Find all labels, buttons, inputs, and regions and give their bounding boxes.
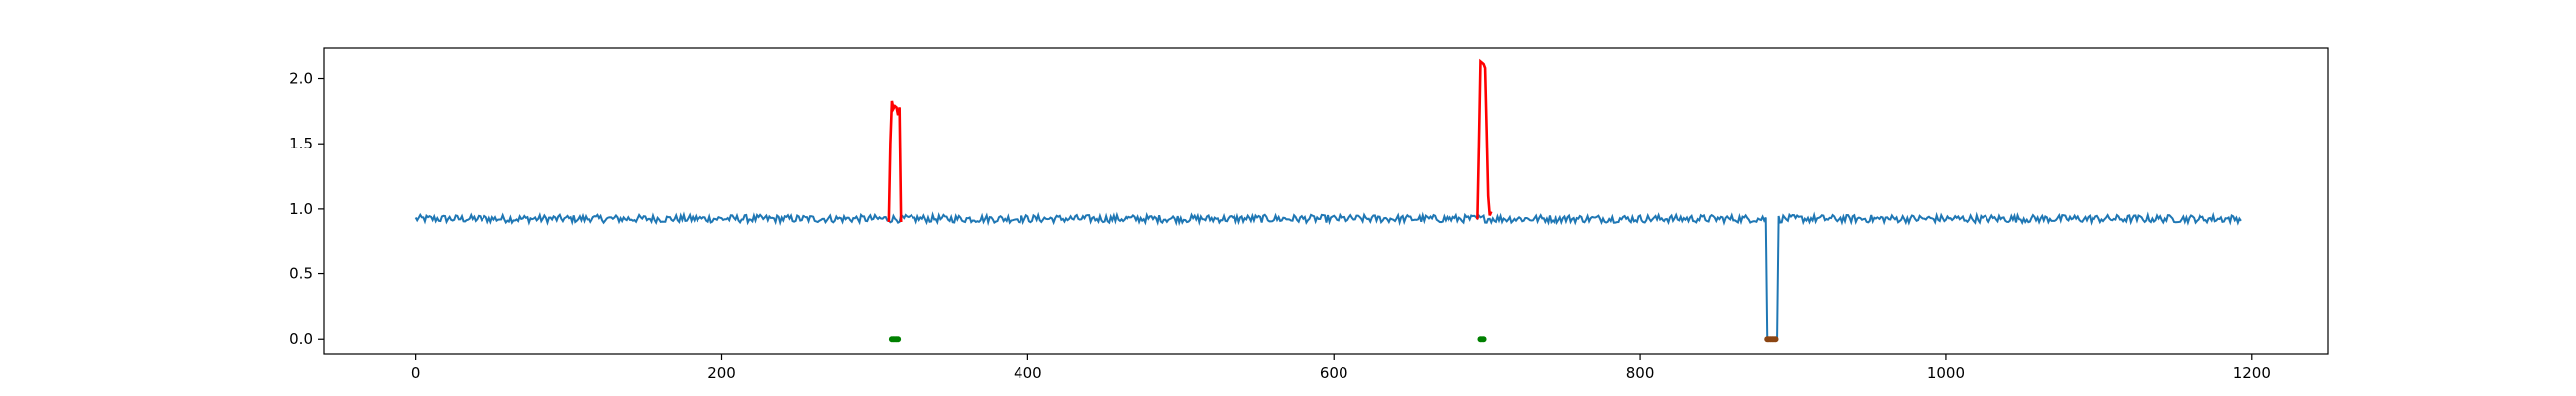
y-tick-label: 1.5 (289, 135, 313, 152)
axis-ticks: 0 200 400 600 800 1000 1200 0.0 0.5 1.0 1.5 2.0 (289, 70, 2271, 382)
y-tick-label: 0.0 (289, 330, 313, 347)
x-tick-label: 600 (1320, 364, 1348, 382)
series-line-red (887, 100, 903, 223)
y-tick-label: 1.0 (289, 200, 313, 218)
marker-green (895, 336, 902, 343)
y-tick-label: 0.5 (289, 265, 313, 283)
x-tick-label: 400 (1014, 364, 1042, 382)
marker-green (1480, 336, 1487, 343)
series-line-blue (414, 211, 2242, 341)
x-tick-label: 200 (707, 364, 736, 382)
plot-area (323, 47, 2329, 355)
series-line-red (1476, 58, 1493, 220)
y-tick-label: 2.0 (289, 70, 313, 88)
x-tick-label: 1200 (2233, 364, 2271, 382)
x-tick-label: 1000 (1927, 364, 1965, 382)
x-tick-label: 0 (411, 364, 421, 382)
x-tick-label: 800 (1626, 364, 1655, 382)
series-layer (414, 58, 2242, 343)
marker-brown (1772, 336, 1779, 343)
